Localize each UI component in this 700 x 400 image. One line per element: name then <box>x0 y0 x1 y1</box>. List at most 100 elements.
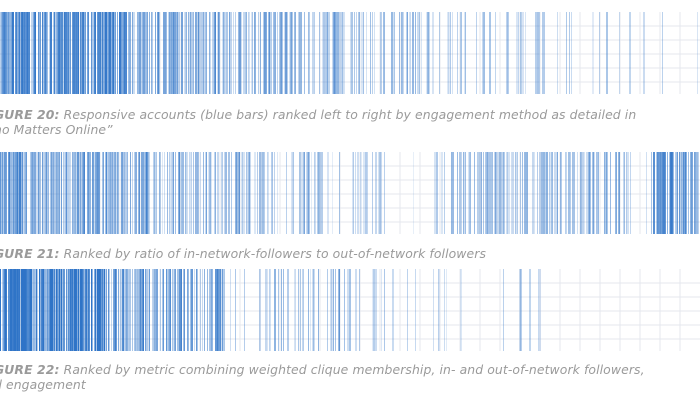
account-bar <box>73 269 74 351</box>
account-bar <box>241 152 243 234</box>
account-bar <box>33 152 34 234</box>
account-bar <box>351 12 353 94</box>
account-bar <box>114 152 115 234</box>
account-bar <box>6 269 7 351</box>
account-bar <box>311 152 312 234</box>
account-bar <box>244 12 245 94</box>
account-bar <box>460 269 462 351</box>
account-bar <box>294 12 295 94</box>
account-bar <box>412 12 414 94</box>
account-bar <box>630 152 631 234</box>
account-bar <box>119 12 121 94</box>
account-bar <box>177 269 178 351</box>
account-bar <box>134 152 135 234</box>
account-bar <box>117 152 118 234</box>
account-bar <box>86 269 87 351</box>
account-bar <box>492 152 493 234</box>
account-bar <box>565 152 566 234</box>
account-bar <box>246 152 247 234</box>
account-bar <box>535 12 537 94</box>
account-bar <box>154 269 155 351</box>
account-bar <box>249 12 250 94</box>
account-bar <box>164 152 165 234</box>
account-bar <box>155 269 156 351</box>
account-bar <box>361 12 363 94</box>
account-bar <box>318 152 319 234</box>
account-bar <box>653 152 655 234</box>
account-bar <box>61 12 63 94</box>
account-bar <box>64 12 65 94</box>
account-bar <box>77 269 78 351</box>
account-bar <box>605 152 607 234</box>
account-bar <box>10 12 11 94</box>
account-bar <box>39 269 40 351</box>
account-bar <box>489 152 491 234</box>
account-bar <box>593 152 594 234</box>
account-bar <box>81 12 82 94</box>
account-bar <box>146 269 148 351</box>
account-bar <box>527 152 528 234</box>
account-bar <box>103 269 104 351</box>
account-bar <box>460 12 461 94</box>
account-bar <box>151 12 152 94</box>
account-bar <box>529 269 531 351</box>
account-bar <box>291 152 292 234</box>
account-bar <box>43 152 44 234</box>
account-bar <box>235 152 237 234</box>
account-bar <box>100 269 101 351</box>
account-bar <box>69 12 70 94</box>
account-bar <box>697 12 698 94</box>
account-bar <box>259 269 260 351</box>
account-bar <box>339 12 341 94</box>
account-bar <box>186 12 187 94</box>
account-bar <box>546 152 547 234</box>
account-bar <box>179 152 180 234</box>
account-bar <box>145 269 146 351</box>
account-bar <box>68 269 69 351</box>
account-bar <box>59 152 60 234</box>
account-bar <box>304 152 305 234</box>
account-bar <box>160 152 161 234</box>
account-bar <box>111 152 112 234</box>
account-bar <box>116 269 117 351</box>
account-bar <box>3 152 4 234</box>
account-bar <box>13 12 14 94</box>
account-bar <box>269 12 270 94</box>
figure-21-strip <box>0 152 700 234</box>
account-bar <box>282 12 283 94</box>
account-bar <box>24 152 25 234</box>
account-bar <box>381 269 382 351</box>
account-bar <box>92 12 94 94</box>
account-bar <box>175 152 176 234</box>
account-bar <box>108 152 109 234</box>
account-bar <box>271 152 273 234</box>
account-bar <box>491 152 492 234</box>
account-bar <box>17 269 18 351</box>
account-bar <box>113 152 115 234</box>
account-bar <box>5 12 6 94</box>
figure-22-label: GURE 22: <box>0 362 60 377</box>
account-bar <box>149 152 150 234</box>
account-bar <box>46 152 47 234</box>
account-bar <box>394 12 395 94</box>
account-bar <box>56 269 57 351</box>
account-bar <box>220 269 221 351</box>
account-bar <box>285 12 287 94</box>
account-bar <box>373 269 375 351</box>
account-bar <box>512 152 514 234</box>
account-bar <box>391 12 393 94</box>
account-bar <box>141 152 142 234</box>
account-bar <box>66 152 67 234</box>
account-bar <box>47 12 48 94</box>
account-bar <box>223 12 224 94</box>
account-bar <box>281 12 282 94</box>
account-bar <box>198 12 199 94</box>
account-bar <box>51 152 53 234</box>
account-bar <box>194 269 195 351</box>
account-bar <box>623 152 625 234</box>
account-bar <box>33 269 34 351</box>
account-bar <box>223 269 224 351</box>
account-bar <box>300 12 301 94</box>
account-bar <box>111 269 112 351</box>
account-bar <box>384 152 385 234</box>
